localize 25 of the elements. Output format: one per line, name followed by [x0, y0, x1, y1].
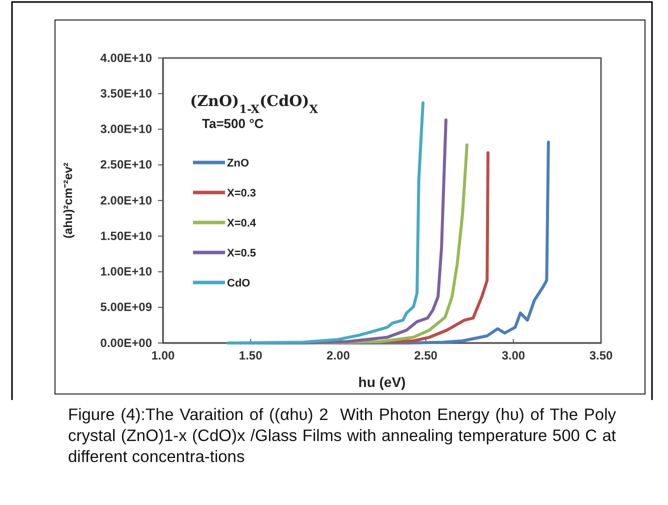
x-tick-label: 2.50 — [414, 348, 438, 363]
y-tick-label: 5.00E+09 — [100, 300, 152, 314]
legend-label: X=0.4 — [227, 218, 257, 230]
legend-label: X=0.3 — [227, 188, 256, 200]
x-tick-label: 1.00 — [151, 348, 175, 363]
y-tick-label: 2.50E+10 — [100, 158, 152, 172]
y-tick-label: 1.00E+10 — [100, 264, 152, 279]
x-axis-title: hu (eV) — [358, 374, 406, 390]
legend-label: X=0.5 — [227, 248, 256, 260]
text: (ZnO)$_{1-X}$(CdO)$_{X}$ — [190, 92, 318, 116]
legend-label: ZnO — [227, 158, 250, 170]
text: Figure (4):The Varaition of ((αhυ) 2 With Photon Energy (hυ) of The Poly crystal (ZnO)1-x (CdO)x /Glass Films with annealing temperature 500 C at different concentra-tions — [68, 405, 616, 468]
text: Ta=500 °C — [202, 116, 264, 131]
x-tick-label: 3.50 — [589, 348, 613, 363]
legend-label: CdO — [227, 278, 251, 290]
y-tick-label: 4.00E+10 — [100, 50, 152, 65]
y-tick-label: 3.00E+10 — [100, 122, 152, 136]
x-tick-label: 1.50 — [238, 348, 263, 363]
y-tick-label: 0.00E+00 — [100, 336, 152, 350]
x-tick-label: 2.00 — [326, 348, 350, 363]
y-tick-label: 1.50E+10 — [100, 228, 152, 243]
y-tick-label: 2.00E+10 — [100, 193, 152, 208]
y-tick-label: 3.50E+10 — [100, 86, 152, 100]
y-axis-title: (ahu)²cm⁻²ev² — [61, 162, 75, 239]
x-tick-label: 3.00 — [502, 348, 526, 363]
